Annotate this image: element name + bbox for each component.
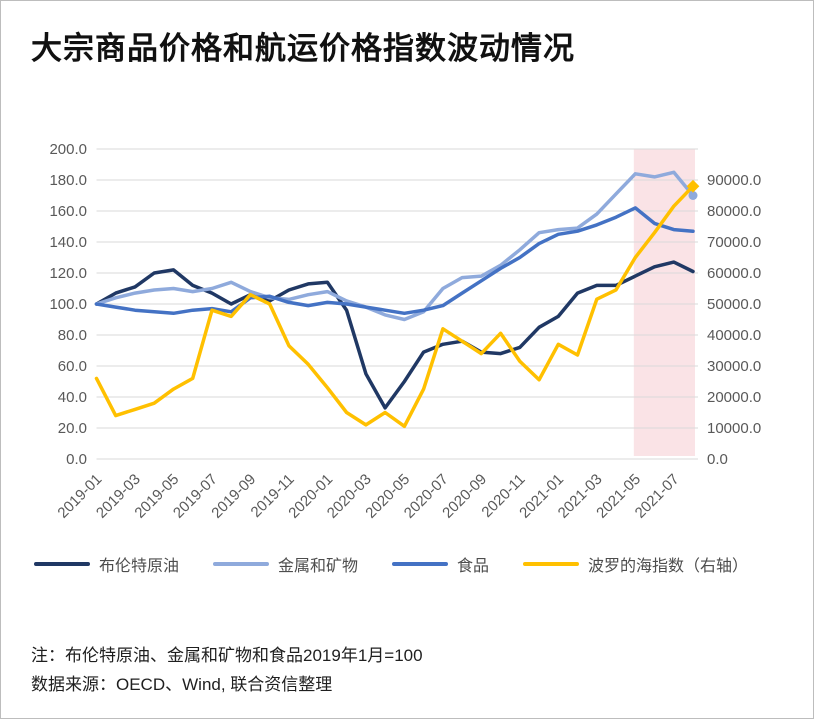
line-chart: 0.0 0.0 20.0 10000.0 40.0 20000.0 60.0 30000.0 8…	[49, 141, 761, 522]
left-axis-tick-label: 160.0	[49, 203, 87, 220]
right-axis-tick-label: 80000.0	[707, 203, 761, 220]
highlight-band	[633, 149, 695, 456]
series-line-metals	[94, 170, 695, 322]
chart-notes: 注：布伦特原油、金属和矿物和食品2019年1月=100 数据来源：OECD、Wi…	[31, 644, 423, 701]
legend-label-food: 食品	[457, 558, 490, 575]
left-axis-tick-label: 100.0	[49, 296, 87, 313]
legend-swatch-baltic	[523, 562, 580, 566]
left-axis-tick-label: 180.0	[49, 172, 87, 189]
legend-label-brent: 布伦特原油	[98, 558, 179, 575]
note-data-source: 数据来源：OECD、Wind, 联合资信整理	[31, 674, 333, 694]
series-line-brent	[94, 260, 695, 410]
legend-label-baltic: 波罗的海指数（右轴）	[588, 558, 749, 575]
series-line-baltic	[94, 184, 695, 429]
left-axis-tick-label: 80.0	[58, 327, 87, 344]
legend-label-metals: 金属和矿物	[277, 558, 358, 575]
left-axis-tick-label: 40.0	[58, 389, 87, 406]
left-axis-tick-label: 120.0	[49, 265, 87, 282]
chart-legend: 布伦特原油 金属和矿物 食品 波罗的海指数（右轴）	[1, 552, 781, 576]
right-axis-tick-label: 50000.0	[707, 296, 761, 313]
legend-item-baltic: 波罗的海指数（右轴）	[523, 552, 748, 576]
legend-item-metals: 金属和矿物	[212, 552, 358, 576]
left-axis-tick-label: 60.0	[58, 358, 87, 375]
right-axis-tick-label: 0.0	[707, 451, 728, 468]
right-axis-tick-label: 10000.0	[707, 420, 761, 437]
series-end-marker-metals	[688, 191, 698, 200]
series-line-food	[94, 206, 695, 316]
left-axis-tick-label: 200.0	[49, 141, 87, 158]
legend-swatch-brent	[33, 562, 90, 566]
legend-swatch-food	[392, 562, 448, 566]
right-axis-tick-label: 90000.0	[707, 172, 761, 189]
right-axis-tick-label: 70000.0	[707, 234, 761, 251]
legend-item-food: 食品	[392, 552, 489, 576]
right-axis-tick-label: 30000.0	[707, 358, 761, 375]
note-index-base: 注：布伦特原油、金属和矿物和食品2019年1月=100	[31, 646, 423, 665]
right-axis-tick-label: 40000.0	[707, 327, 761, 344]
left-axis-tick-label: 140.0	[49, 234, 87, 251]
right-axis-tick-label: 20000.0	[707, 389, 761, 406]
left-axis-tick-label: 20.0	[58, 420, 87, 437]
legend-swatch-metals	[212, 562, 269, 566]
left-axis-tick-label: 0.0	[66, 451, 87, 468]
right-axis-tick-label: 60000.0	[707, 265, 761, 282]
legend-item-brent: 布伦特原油	[33, 552, 179, 576]
chart-title: 大宗商品价格和航运价格指数波动情况	[31, 31, 575, 66]
